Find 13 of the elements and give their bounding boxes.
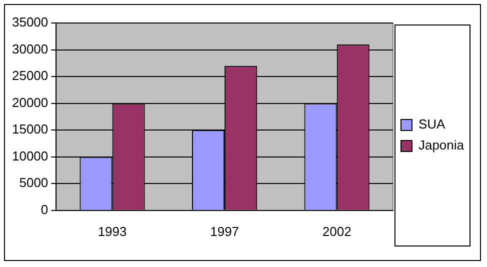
y-tick-label: 10000 <box>12 148 48 164</box>
y-tick-label: 20000 <box>12 94 48 110</box>
y-tick-label: 5000 <box>19 175 48 190</box>
x-tick-label: 1997 <box>210 224 240 239</box>
y-tick-label: 30000 <box>12 41 48 56</box>
y-tick-label: 0 <box>40 202 48 217</box>
y-tick-label: 25000 <box>12 68 48 84</box>
legend-label: Japonia <box>418 138 465 153</box>
legend-label: SUA <box>418 116 446 132</box>
y-tick-label: 35000 <box>12 14 48 30</box>
y-tick-label: 15000 <box>12 122 48 137</box>
x-tick-label: 2002 <box>322 224 352 239</box>
x-tick-label: 1993 <box>98 224 127 239</box>
